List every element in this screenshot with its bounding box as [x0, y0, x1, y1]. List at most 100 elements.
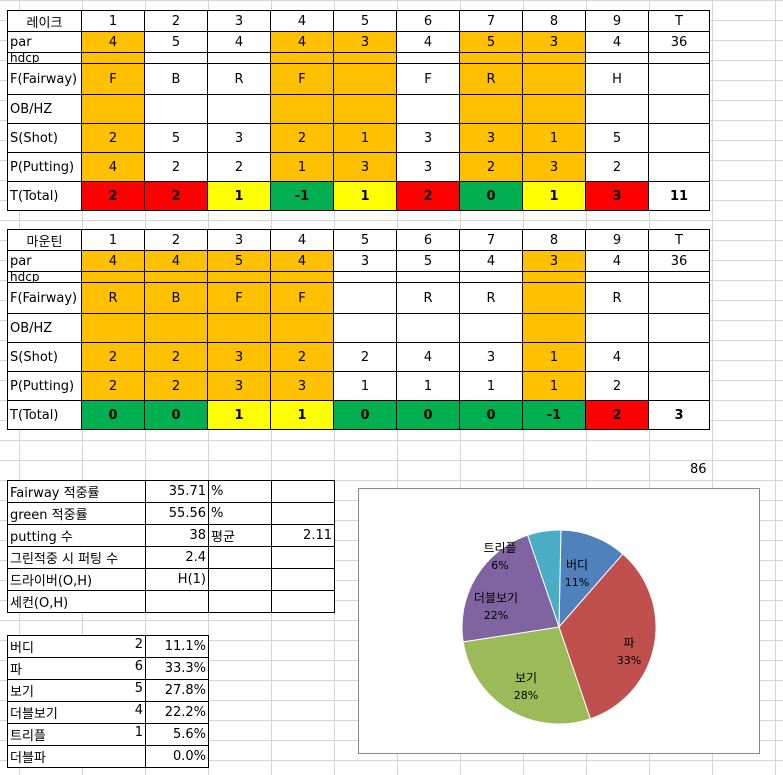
distribution-name: 트리플: [10, 729, 46, 744]
shot-cell: 2: [81, 342, 145, 372]
par-cell: 4: [207, 31, 271, 53]
shot-cell: 3: [459, 123, 523, 153]
obhz-cell: [459, 94, 523, 124]
fairway-cell: F: [207, 282, 271, 314]
hdcp-cell: [522, 271, 586, 283]
obhz-cell: [333, 94, 397, 124]
pie-svg: 버디 11% 파 33% 보기 28% 더블보기 22% 트리플 6%: [461, 529, 657, 725]
shot-cell: 3: [207, 342, 271, 372]
distribution-label: 더블보기 4: [7, 701, 146, 724]
mountain-total-row: T(Total) 0 0 1 1 0 0 0 -1 2 3: [7, 400, 710, 430]
total-cell: 1: [207, 181, 271, 211]
mountain-header-row: 마운틴 1 2 3 4 5 6 7 8 9 T: [7, 229, 710, 251]
fairway-cell: R: [459, 63, 523, 95]
shot-cell: 4: [396, 342, 460, 372]
hole-number: 6: [396, 229, 460, 251]
pie-slice-4: [527, 529, 562, 628]
hdcp-cell: [648, 52, 710, 64]
distribution-name: 파: [10, 663, 22, 678]
putting-cell: 2: [459, 152, 523, 182]
fairway-cell: B: [144, 63, 208, 95]
pie-label-percent: 33%: [617, 654, 641, 667]
distribution-name: 버디: [10, 641, 34, 656]
total-cell: 1: [333, 181, 397, 211]
stat-label: putting 수: [7, 524, 146, 547]
distribution-count: 4: [134, 703, 143, 718]
stat-value: 55.56: [145, 502, 209, 525]
pie-slice-0: [558, 529, 624, 629]
lake-total-row: T(Total) 2 2 1 -1 1 2 0 1 3 11: [7, 181, 710, 211]
obhz-cell: [207, 313, 271, 343]
total-cell: 0: [459, 181, 523, 211]
total-cell: 3: [585, 181, 649, 211]
distribution-name: 보기: [10, 685, 34, 700]
obhz-cell: [270, 313, 334, 343]
mountain-fairway-row: F(Fairway) R B F F R R R: [7, 282, 710, 314]
par-cell: 3: [522, 250, 586, 272]
course-name: 레이크: [7, 10, 82, 32]
hole-number: 9: [585, 10, 649, 32]
obhz-cell: [144, 94, 208, 124]
stats-row: Fairway 적중률 35.71 %: [7, 480, 335, 503]
fairway-cell: F: [81, 63, 145, 95]
hole-number: 6: [396, 10, 460, 32]
row-label: S(Shot): [7, 123, 82, 153]
obhz-cell: [459, 313, 523, 343]
distribution-row: 더블파 0.0%: [7, 745, 209, 768]
hdcp-cell: [522, 52, 586, 64]
shot-cell: 1: [522, 123, 586, 153]
distribution-label: 버디 2: [7, 635, 146, 658]
pie-label-category: 더블보기: [474, 591, 518, 605]
distribution-name: 더블파: [10, 751, 46, 766]
hdcp-cell: [648, 271, 710, 283]
row-label: F(Fairway): [7, 282, 82, 314]
stat-empty: [271, 480, 335, 503]
total-cell: -1: [270, 181, 334, 211]
stat-label: 그린적중 시 퍼팅 수: [7, 546, 146, 569]
obhz-cell: [585, 313, 649, 343]
pie-label-category: 버디: [566, 558, 588, 572]
mountain-putting-row: P(Putting) 2 2 3 3 1 1 1 1 2: [7, 371, 710, 401]
par-cell: 3: [333, 250, 397, 272]
distribution-count: 5: [134, 681, 143, 696]
lake-header-row: 레이크 1 2 3 4 5 6 7 8 9 T: [7, 10, 710, 32]
fairway-cell: [648, 63, 710, 95]
par-cell: 4: [585, 31, 649, 53]
hdcp-cell: [585, 52, 649, 64]
fairway-cell: [522, 282, 586, 314]
lake-putting-row: P(Putting) 4 2 2 1 3 3 2 3 2: [7, 152, 710, 182]
shot-cell: 1: [333, 123, 397, 153]
distribution-count: 2: [134, 637, 143, 652]
obhz-cell: [333, 313, 397, 343]
shot-cell: 3: [396, 123, 460, 153]
mountain-par-row: par 4 4 5 4 3 5 4 3 4 36: [7, 250, 710, 272]
putting-cell: 3: [207, 371, 271, 401]
fairway-cell: F: [396, 63, 460, 95]
lake-hdcp-row: hdcp: [7, 52, 710, 64]
hole-number: 1: [81, 229, 145, 251]
stat-empty: [271, 546, 335, 569]
pie-label-percent: 28%: [514, 689, 538, 702]
pie-slice-3: [461, 534, 560, 643]
row-label: P(Putting): [7, 371, 82, 401]
shot-cell: 2: [144, 342, 208, 372]
stat-label: Fairway 적중률: [7, 480, 146, 503]
total-cell: 2: [585, 400, 649, 430]
distribution-pct: 11.1%: [145, 635, 209, 658]
putting-cell: 1: [396, 371, 460, 401]
putting-cell: 2: [81, 371, 145, 401]
stats-row: 세컨(O,H): [7, 590, 335, 613]
shot-cell: 2: [333, 342, 397, 372]
total-cell: 1: [270, 400, 334, 430]
score-pie-chart: 버디 11% 파 33% 보기 28% 더블보기 22% 트리플 6%: [358, 488, 760, 754]
lake-shot-row: S(Shot) 2 5 3 2 1 3 3 1 5: [7, 123, 710, 153]
total-cell: 2: [144, 181, 208, 211]
distribution-row: 더블보기 4 22.2%: [7, 701, 209, 724]
pie-label-category: 파: [623, 636, 634, 650]
pie-label-category: 보기: [515, 671, 537, 685]
stat-empty: [271, 502, 335, 525]
row-label: par: [7, 250, 82, 272]
putting-cell: 1: [459, 371, 523, 401]
putting-cell: 2: [585, 152, 649, 182]
distribution-label: 트리플 1: [7, 723, 146, 746]
